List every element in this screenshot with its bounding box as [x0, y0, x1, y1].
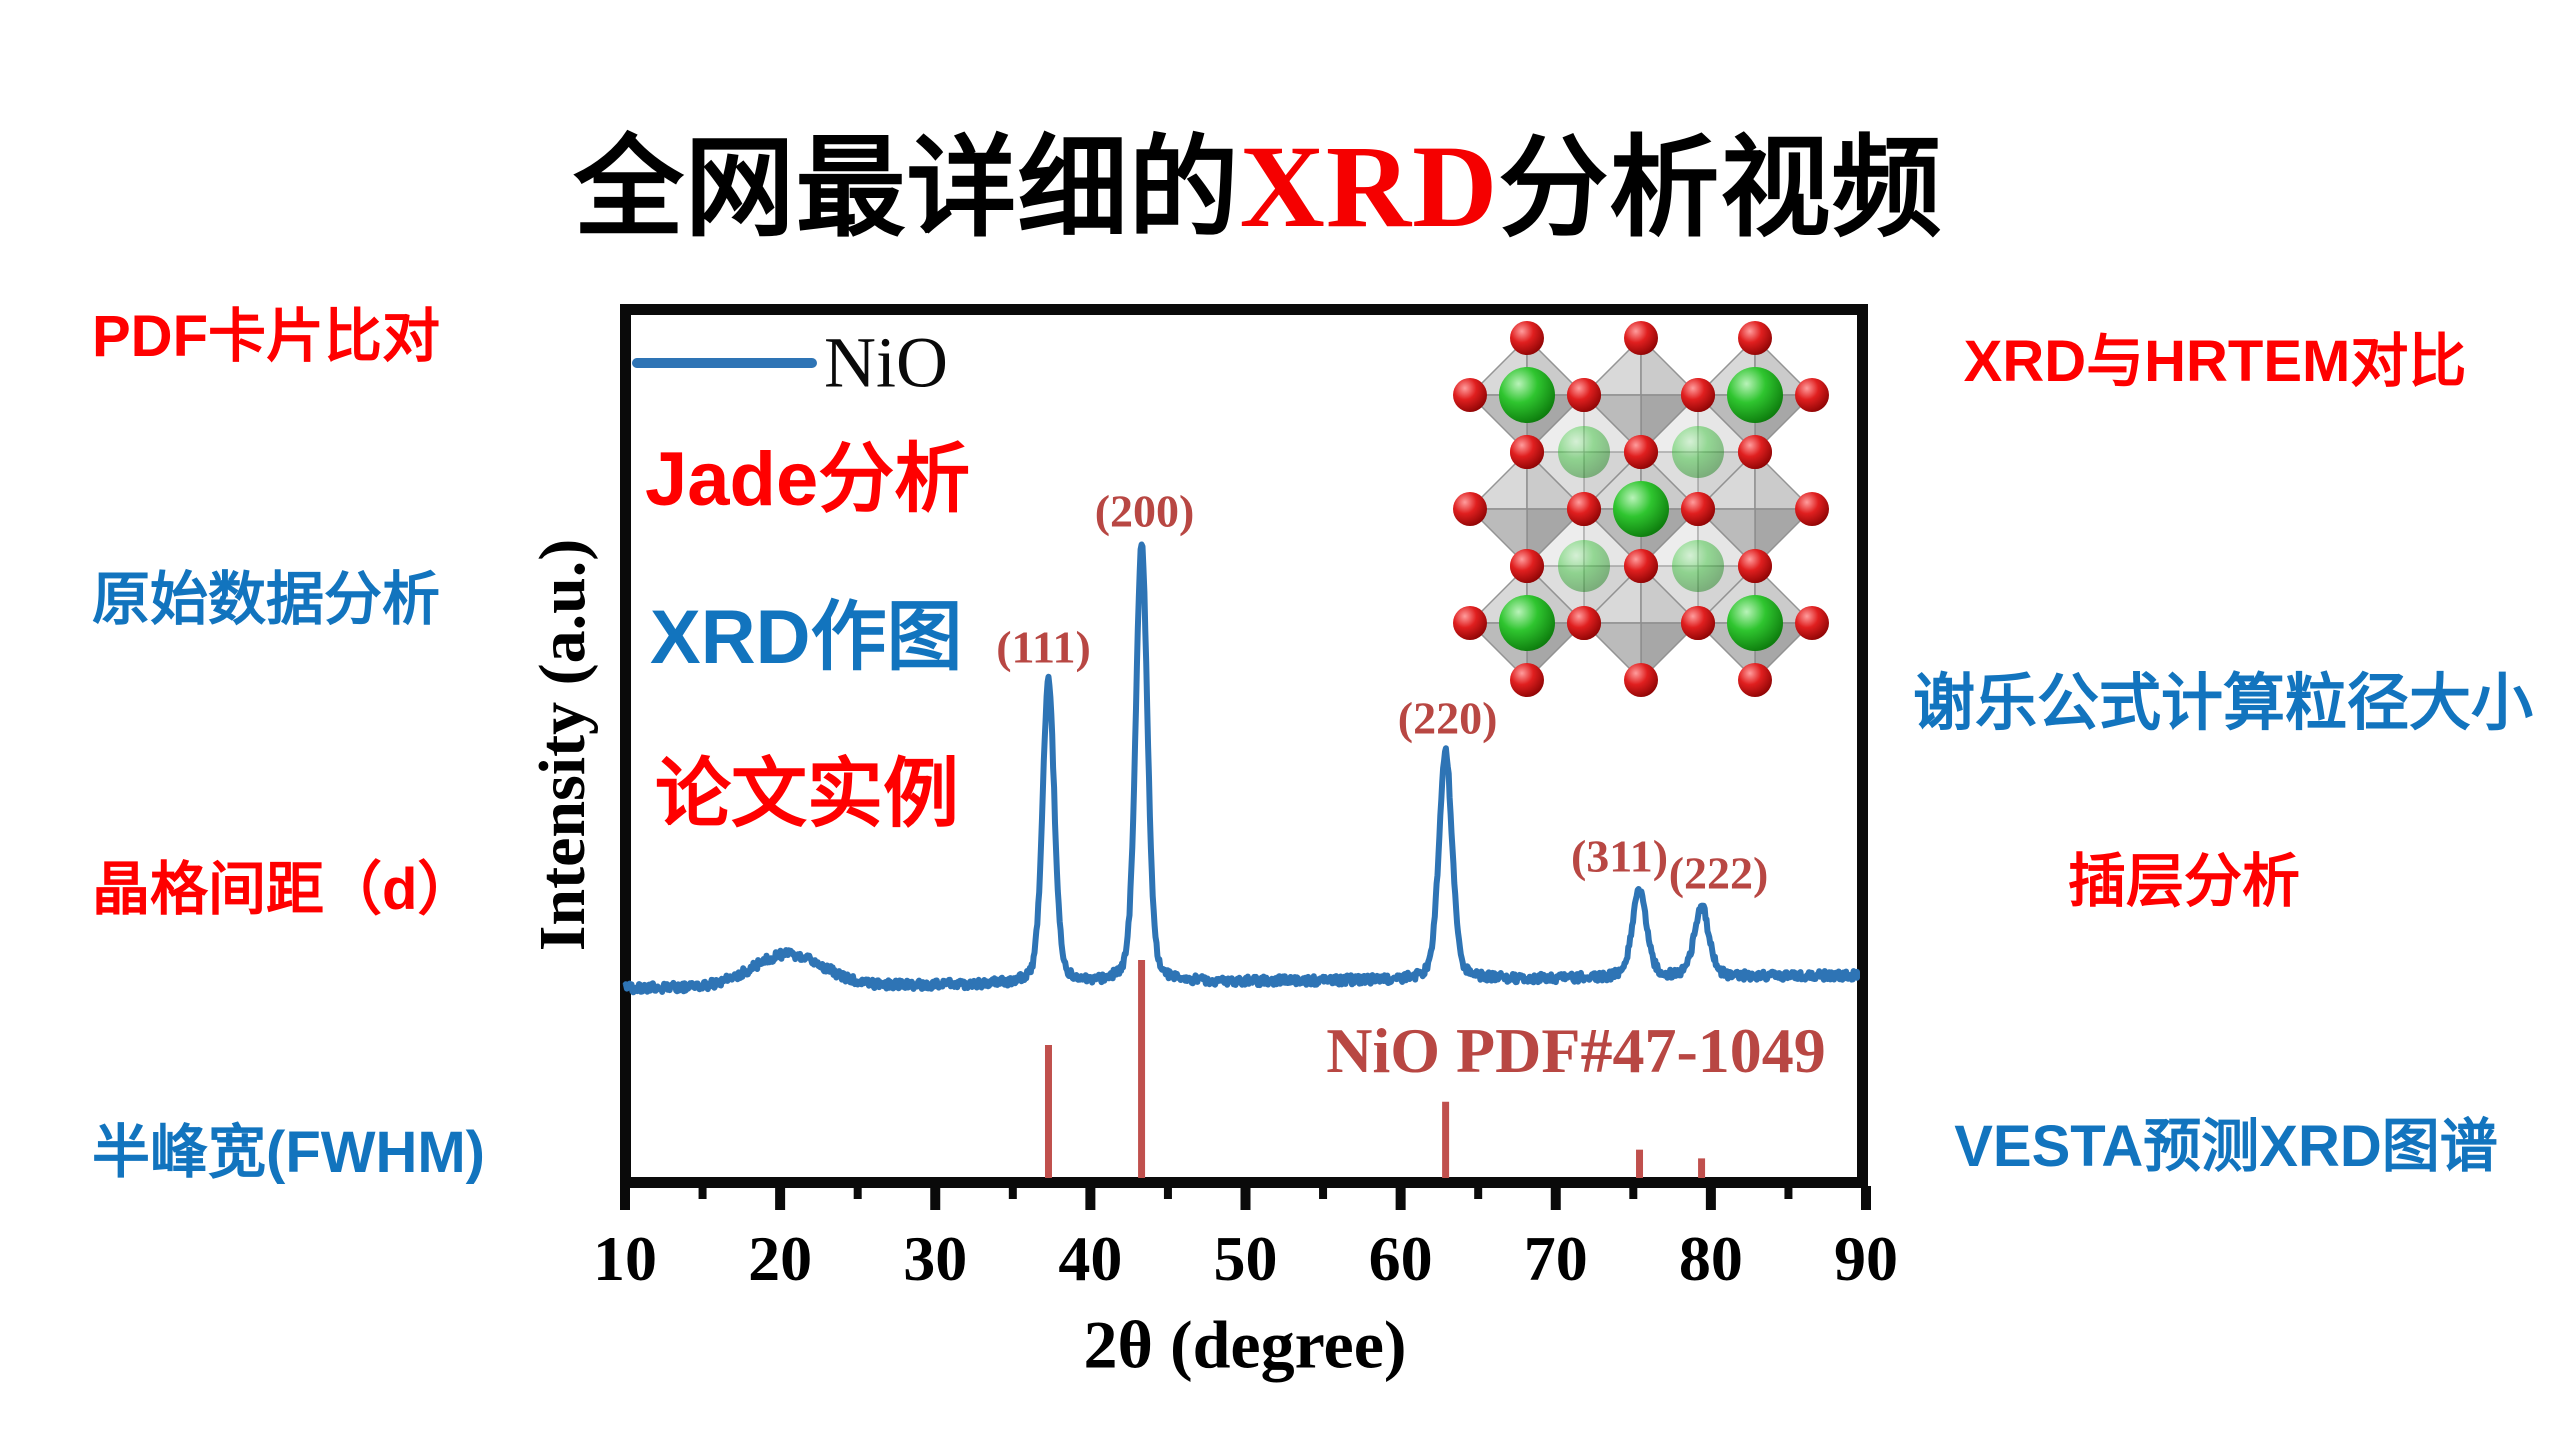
right-label-intercalation-analysis: 插层分析	[2067, 849, 2301, 914]
oxygen-atom	[1681, 378, 1715, 412]
oxygen-atom	[1738, 549, 1772, 583]
nickel-atom	[1499, 595, 1555, 651]
octahedron-face	[1696, 508, 1756, 568]
octahedron-face	[1582, 394, 1642, 454]
oxygen-atom	[1795, 606, 1829, 640]
octahedron-face	[1468, 508, 1528, 568]
oxygen-atom	[1510, 663, 1544, 697]
oxygen-atom	[1453, 492, 1487, 526]
annotation-jade-analysis: Jade分析	[645, 437, 971, 522]
nickel-atom	[1499, 367, 1555, 423]
oxygen-atom	[1510, 435, 1544, 469]
oxygen-atom	[1681, 492, 1715, 526]
annotation-xrd-plotting: XRD作图	[650, 595, 963, 680]
right-label-scherrer-equation: 谢乐公式计算粒径大小	[1912, 669, 2534, 738]
left-label-fwhm: 半峰宽(FWHM)	[92, 1120, 486, 1185]
oxygen-atom	[1795, 492, 1829, 526]
oxygen-atom	[1510, 321, 1544, 355]
oxygen-atom	[1738, 663, 1772, 697]
right-label-vesta-predicted-xrd: VESTA预测XRD图谱	[1954, 1114, 2498, 1179]
oxygen-atom	[1738, 321, 1772, 355]
legend-label-nio: NiO	[824, 322, 948, 403]
oxygen-atom	[1738, 435, 1772, 469]
nickel-atom	[1613, 481, 1669, 537]
oxygen-atom	[1624, 663, 1658, 697]
title-suffix: 分析视频	[1498, 127, 1943, 250]
oxygen-atom	[1624, 435, 1658, 469]
reference-pattern-label: NiO PDF#47-1049	[1326, 1015, 1826, 1086]
oxygen-atom	[1567, 492, 1601, 526]
left-label-lattice-spacing: 晶格间距（d）	[92, 857, 476, 922]
oxygen-atom	[1567, 378, 1601, 412]
nickel-atom	[1727, 367, 1783, 423]
left-label-raw-data-analysis: 原始数据分析	[92, 567, 441, 632]
nickel-atom	[1558, 540, 1610, 592]
x-axis-title: 2θ (degree)	[1083, 1306, 1407, 1383]
title-highlight-xrd: XRD	[1239, 121, 1499, 252]
left-label-pdf-card-compare: PDF卡片比对	[92, 304, 441, 369]
oxygen-atom	[1453, 378, 1487, 412]
oxygen-atom	[1681, 606, 1715, 640]
oxygen-atom	[1567, 606, 1601, 640]
octahedron-face	[1582, 622, 1642, 682]
y-axis-title: Intensity (a.u.)	[526, 538, 599, 952]
title-prefix: 全网最详细的	[573, 127, 1240, 250]
nickel-atom	[1672, 540, 1724, 592]
right-label-xrd-vs-hrtem: XRD与HRTEM对比	[1963, 329, 2467, 394]
page-title: 全网最详细的XRD分析视频	[574, 98, 1943, 258]
oxygen-atom	[1453, 606, 1487, 640]
plot-frame	[620, 304, 1868, 1188]
oxygen-atom	[1624, 549, 1658, 583]
oxygen-atom	[1510, 549, 1544, 583]
nickel-atom	[1558, 426, 1610, 478]
nio-crystal-structure-illustration	[1453, 321, 1829, 697]
nio-diffraction-curve	[622, 541, 1860, 996]
annotation-paper-example: 论文实例	[655, 752, 959, 837]
nickel-atom	[1727, 595, 1783, 651]
oxygen-atom	[1795, 378, 1829, 412]
nickel-atom	[1672, 426, 1724, 478]
oxygen-atom	[1624, 321, 1658, 355]
